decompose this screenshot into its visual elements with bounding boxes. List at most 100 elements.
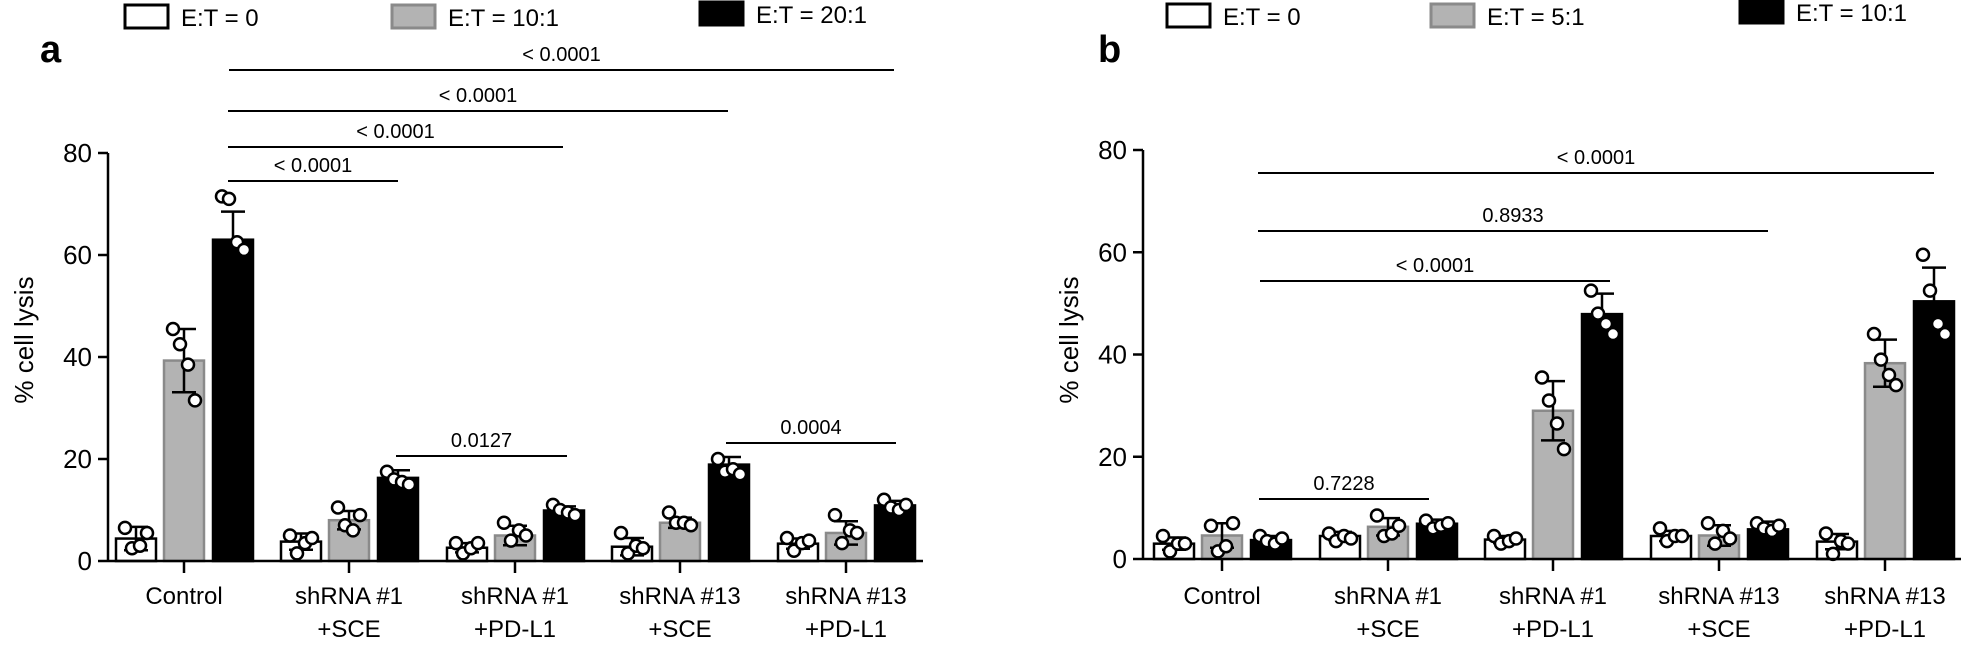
data-point	[401, 477, 417, 492]
legend-swatch	[390, 3, 437, 30]
p-value-label: < 0.0001	[1396, 255, 1474, 277]
data-point	[1218, 538, 1234, 554]
legend-swatch	[123, 3, 170, 30]
data-point	[661, 505, 677, 520]
data-point	[849, 525, 865, 541]
legend-swatch	[698, 0, 745, 27]
data-point	[330, 500, 346, 515]
legend-label: E:T = 10:1	[1796, 0, 1907, 27]
p-value-label: 0.0127	[451, 430, 512, 452]
data-point	[1549, 416, 1565, 431]
data-point	[172, 337, 188, 352]
data-point	[1440, 515, 1456, 531]
panel-b-label: b	[1098, 29, 1121, 71]
data-point	[1203, 518, 1219, 534]
x-tick-label: shRNA #1	[295, 583, 403, 610]
data-point	[496, 515, 512, 530]
data-point	[1818, 526, 1834, 541]
legend-swatch	[1165, 2, 1212, 29]
data-point	[613, 525, 629, 541]
data-point	[1937, 326, 1953, 342]
data-point	[1873, 352, 1889, 367]
data-point	[1707, 536, 1723, 551]
p-value-label: < 0.0001	[522, 44, 600, 66]
y-tick-label: 0	[78, 546, 92, 576]
y-tick-label: 80	[1098, 135, 1127, 165]
data-point	[1225, 515, 1241, 531]
p-value-label: < 0.0001	[1557, 147, 1635, 169]
data-point	[683, 518, 699, 533]
x-tick-label: shRNA #13	[1658, 583, 1779, 610]
data-point	[898, 497, 914, 513]
data-point	[1177, 536, 1193, 551]
x-tick-label: shRNA #13	[619, 583, 740, 610]
y-tick-label: 40	[1098, 340, 1127, 370]
data-point	[518, 528, 534, 543]
x-tick-label: +PD-L1	[1512, 616, 1594, 643]
data-point	[1915, 247, 1931, 263]
panel-b-chart: b % cell lysis E:T = 0 E:T = 5:1 E:T = 10:…	[1054, 0, 1961, 643]
data-point	[1391, 518, 1407, 534]
data-point	[1274, 531, 1290, 546]
data-point	[1930, 316, 1946, 332]
data-point	[1590, 306, 1606, 321]
p-value-label: 0.8933	[1482, 205, 1543, 227]
x-tick-label: shRNA #13	[785, 583, 906, 610]
bar	[211, 238, 255, 563]
data-point	[1674, 528, 1690, 544]
data-point	[289, 546, 305, 561]
data-point	[1881, 367, 1897, 383]
data-point	[221, 191, 237, 207]
legend-label: E:T = 0	[1223, 4, 1301, 31]
x-tick-label: Control	[145, 583, 222, 610]
data-point	[1598, 316, 1614, 332]
data-point	[1508, 531, 1524, 546]
panel-b-y-axis-label: % cell lysis	[1054, 276, 1084, 403]
x-tick-label: +SCE	[1356, 616, 1419, 643]
data-point	[1840, 536, 1856, 551]
p-value-label: 0.0004	[780, 417, 841, 439]
data-point	[1922, 283, 1938, 298]
data-point	[352, 507, 368, 523]
y-tick-label: 60	[63, 240, 92, 270]
data-point	[1888, 377, 1904, 393]
data-point	[1700, 515, 1716, 531]
data-point	[1652, 521, 1668, 536]
data-point	[1771, 518, 1787, 534]
data-point	[801, 533, 817, 548]
y-tick-label: 80	[63, 138, 92, 168]
data-point	[132, 538, 148, 553]
data-point	[635, 541, 651, 556]
data-point	[1369, 508, 1385, 523]
data-point	[165, 321, 181, 337]
bar	[1863, 361, 1907, 561]
y-tick-label: 20	[63, 444, 92, 474]
y-tick-label: 40	[63, 342, 92, 372]
legend-label: E:T = 0	[181, 5, 259, 32]
p-value-label: < 0.0001	[274, 155, 352, 177]
p-value-label: < 0.0001	[356, 121, 434, 143]
data-point	[448, 535, 464, 551]
data-point	[1343, 531, 1359, 546]
data-point	[732, 467, 748, 482]
x-tick-label: +PD-L1	[805, 616, 887, 643]
data-point	[117, 520, 133, 536]
legend-label: E:T = 20:1	[756, 2, 867, 29]
data-point	[1534, 370, 1550, 385]
data-point	[779, 530, 795, 546]
x-tick-label: +SCE	[317, 616, 380, 643]
data-point	[1155, 528, 1171, 544]
x-tick-label: +SCE	[1687, 616, 1750, 643]
data-point	[834, 535, 850, 551]
panel-a-chart: a % cell lysis E:T = 0 E:T = 10:1 E:T = 20…	[9, 0, 923, 643]
bar	[376, 476, 420, 563]
x-tick-label: shRNA #1	[1499, 583, 1607, 610]
data-point	[1556, 441, 1572, 457]
data-point	[282, 528, 298, 543]
x-tick-label: +SCE	[648, 616, 711, 643]
data-point	[187, 393, 203, 408]
legend-label: E:T = 5:1	[1487, 4, 1585, 31]
data-point	[180, 357, 196, 372]
legend-swatch	[1738, 0, 1785, 25]
data-point	[139, 525, 155, 541]
